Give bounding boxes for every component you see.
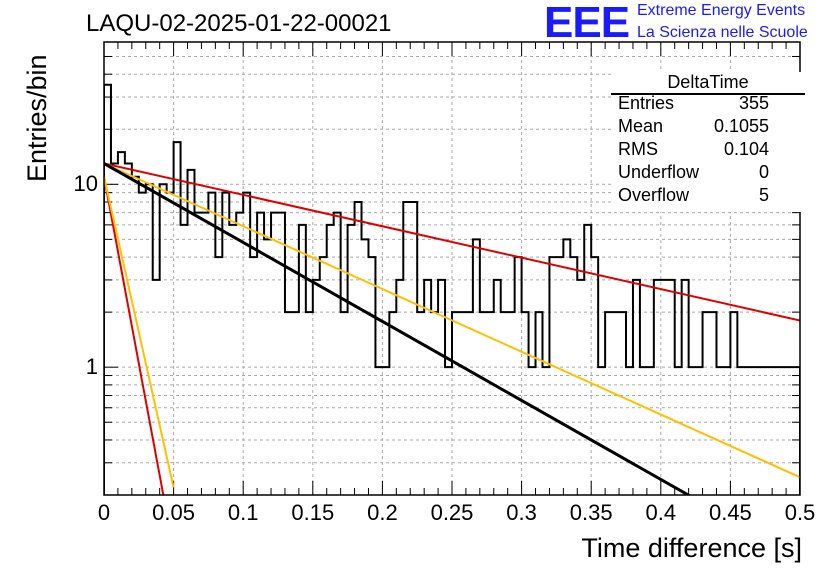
x-tick-label: 0.05 (152, 500, 196, 525)
chart-title: LAQU-02-2025-01-22-00021 (86, 10, 392, 37)
histogram-steps (104, 83, 800, 495)
stats-label: RMS (618, 139, 658, 159)
x-tick-label: 0.1 (227, 500, 259, 525)
stats-value: 0.1055 (713, 116, 769, 136)
y-tick-label: 10 (73, 171, 98, 197)
stats-value: 0 (758, 162, 769, 182)
y-axis-label: Entries/bin (22, 54, 52, 182)
x-tick-label: 0.4 (645, 500, 677, 525)
stats-label: Overflow (618, 185, 690, 205)
stats-label: Mean (618, 116, 664, 136)
plot-frame (103, 41, 801, 496)
x-tick-label: 0.35 (569, 500, 613, 525)
x-tick-label: 0.5 (784, 500, 816, 525)
x-tick-label: 0.25 (430, 500, 474, 525)
stats-box: DeltaTime Entries 355 Mean 0.1055 RMS 0.… (611, 72, 805, 212)
fit-line-0 (104, 162, 800, 322)
fit-line-4 (104, 176, 175, 488)
y-tick-label: 1 (85, 354, 98, 380)
stats-value: 5 (758, 185, 769, 205)
x-tick-label: 0 (97, 500, 111, 525)
stats-label: Underflow (618, 162, 700, 182)
x-tick-label: 0.15 (291, 500, 335, 525)
stats-title: DeltaTime (667, 72, 749, 92)
stats-divider (611, 93, 805, 95)
x-axis-label: Time difference [s] (581, 533, 802, 563)
stats-value: 355 (738, 93, 769, 113)
logo-line-1: Extreme Energy Events (637, 2, 806, 19)
eee-logo: EEE (544, 0, 630, 47)
stats-label: Entries (618, 93, 675, 113)
fit-line-3 (104, 176, 165, 495)
logo-line-2: La Scienza nelle Scuole (637, 24, 808, 41)
fit-line-2 (104, 162, 692, 495)
stats-value: 0.104 (723, 139, 769, 159)
x-tick-label: 0.45 (708, 500, 752, 525)
fit-line-1 (104, 162, 800, 479)
x-tick-label: 0.2 (367, 500, 398, 525)
x-tick-label: 0.3 (506, 500, 537, 525)
